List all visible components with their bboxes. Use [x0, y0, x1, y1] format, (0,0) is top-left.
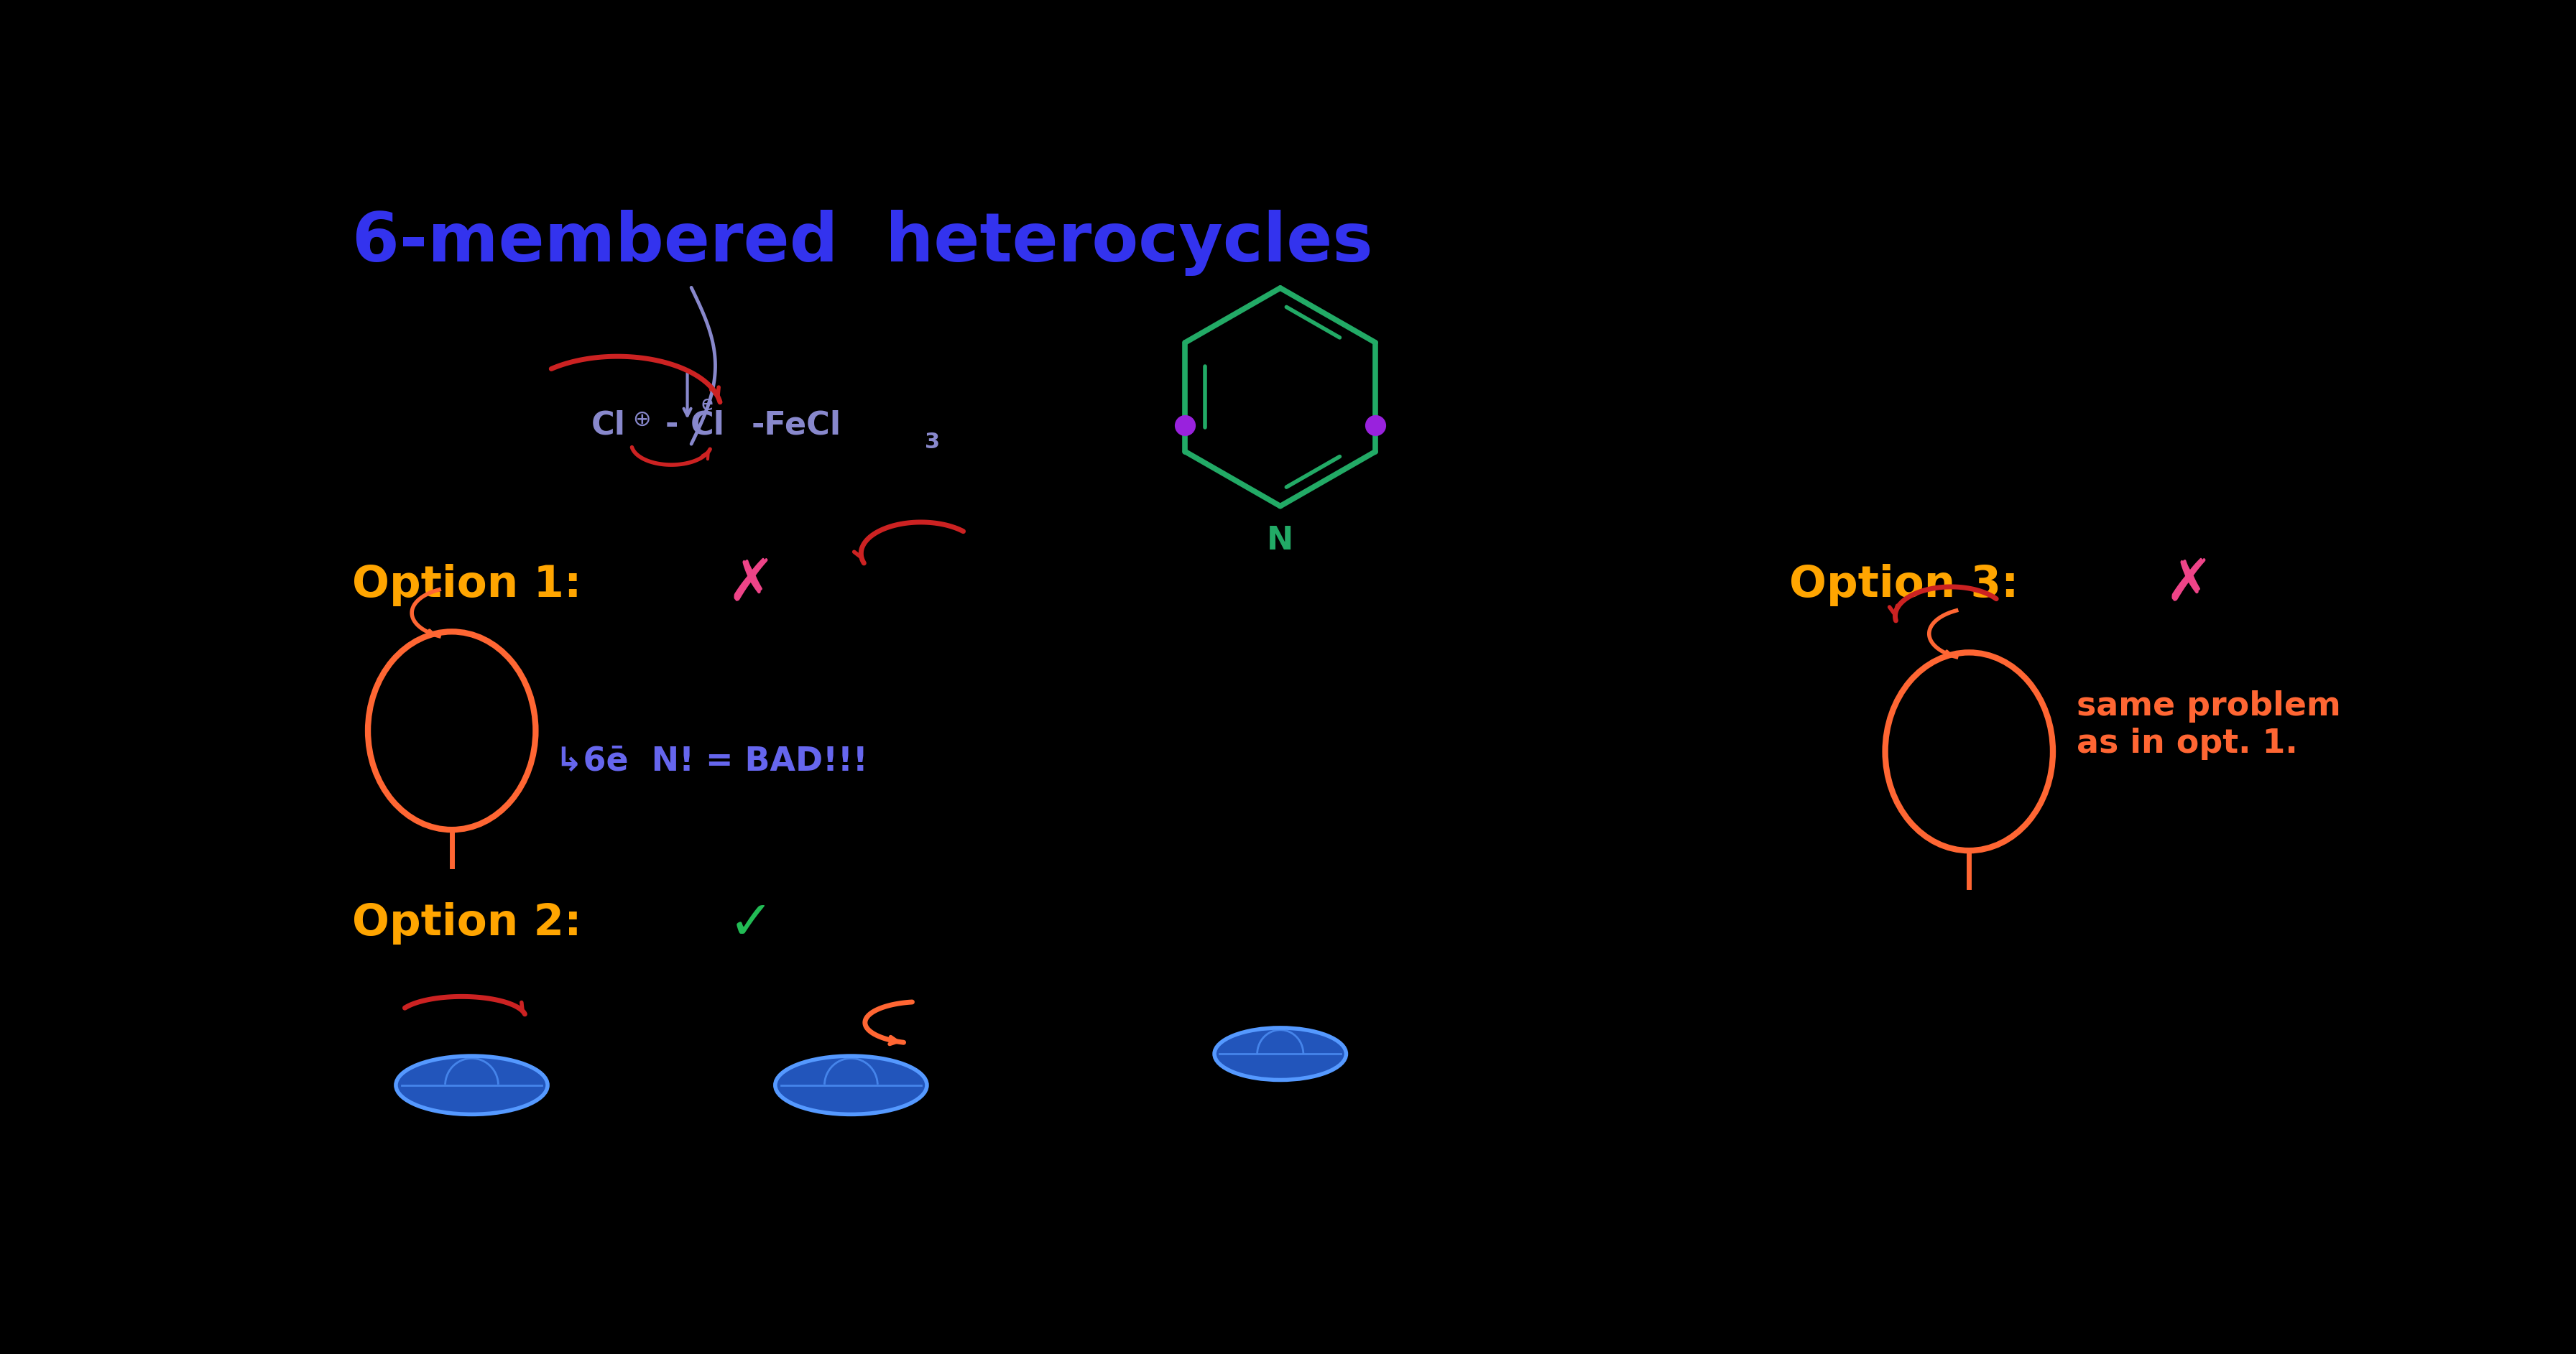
- Ellipse shape: [1213, 1028, 1347, 1080]
- Text: -FeCl: -FeCl: [752, 410, 842, 440]
- Text: Cl: Cl: [590, 410, 626, 440]
- Ellipse shape: [775, 1056, 927, 1114]
- Text: N: N: [1267, 525, 1293, 555]
- Text: ✓: ✓: [729, 898, 773, 949]
- Text: ✗: ✗: [726, 556, 775, 613]
- Text: ⊕: ⊕: [631, 409, 652, 431]
- Text: Option 2:: Option 2:: [353, 902, 582, 945]
- Text: e: e: [701, 394, 714, 414]
- Text: ↳6ē  N! = BAD!!!: ↳6ē N! = BAD!!!: [556, 746, 868, 779]
- Text: 3: 3: [925, 432, 940, 452]
- Text: Cl: Cl: [690, 410, 724, 440]
- Text: ✗: ✗: [2164, 556, 2213, 613]
- Ellipse shape: [397, 1056, 549, 1114]
- Text: Option 3:: Option 3:: [1790, 563, 2020, 605]
- Text: Option 1:: Option 1:: [353, 563, 582, 605]
- Text: -: -: [665, 410, 677, 440]
- Text: 6-membered  heterocycles: 6-membered heterocycles: [353, 210, 1373, 275]
- Text: same problem
as in opt. 1.: same problem as in opt. 1.: [2076, 691, 2342, 761]
